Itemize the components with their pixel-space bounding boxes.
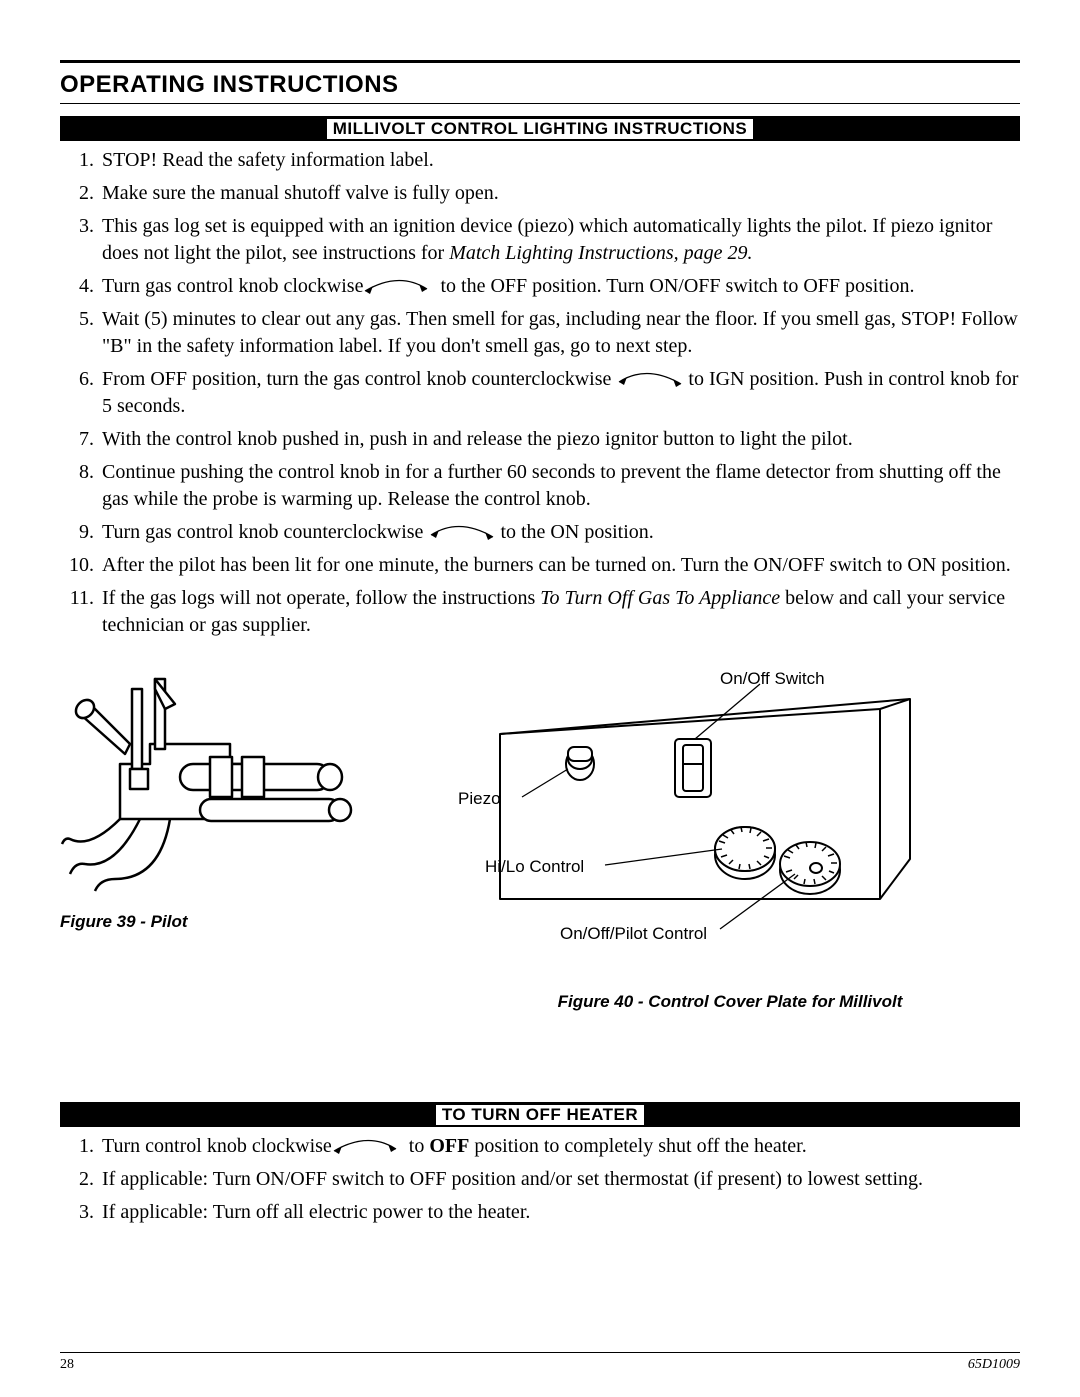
section-header-1-label: MILLIVOLT CONTROL LIGHTING INSTRUCTIONS bbox=[327, 119, 754, 139]
off-instruction-2-text: If applicable: Turn ON/OFF switch to OFF… bbox=[102, 1168, 923, 1190]
figure-40: On/Off Switch Piezo Hi/Lo Control On/Off… bbox=[440, 669, 1020, 1012]
instruction-6-text-a: From OFF position, turn the gas control … bbox=[102, 368, 611, 390]
instruction-5-text: Wait (5) minutes to clear out any gas. T… bbox=[102, 308, 1018, 357]
section-header-1: MILLIVOLT CONTROL LIGHTING INSTRUCTIONS bbox=[60, 116, 1020, 141]
pilot-diagram-icon bbox=[60, 669, 360, 899]
instruction-10-text: After the pilot has been lit for one min… bbox=[102, 554, 1011, 576]
instruction-2: Make sure the manual shutoff valve is fu… bbox=[60, 180, 1020, 207]
rule-top bbox=[60, 60, 1020, 63]
instruction-9-text-a: Turn gas control knob counterclockwise bbox=[102, 521, 423, 543]
off-instruction-3-text: If applicable: Turn off all electric pow… bbox=[102, 1201, 530, 1223]
control-plate-diagram-icon bbox=[440, 669, 960, 959]
section-header-2-label: TO TURN OFF HEATER bbox=[436, 1105, 644, 1125]
off-instruction-1-text-a: Turn control knob clockwise bbox=[102, 1135, 332, 1157]
section-header-2: TO TURN OFF HEATER bbox=[60, 1102, 1020, 1127]
rule-under-title bbox=[60, 103, 1020, 104]
instruction-7-text: With the control knob pushed in, push in… bbox=[102, 428, 853, 450]
off-instruction-3: If applicable: Turn off all electric pow… bbox=[60, 1199, 1020, 1226]
instruction-5: Wait (5) minutes to clear out any gas. T… bbox=[60, 306, 1020, 360]
clockwise-arrow-icon bbox=[332, 1136, 404, 1154]
instruction-9: Turn gas control knob counterclockwise t… bbox=[60, 519, 1020, 546]
instruction-2-text: Make sure the manual shutoff valve is fu… bbox=[102, 182, 499, 204]
instruction-10: After the pilot has been lit for one min… bbox=[60, 552, 1020, 579]
figure-40-caption: Figure 40 - Control Cover Plate for Mill… bbox=[440, 992, 1020, 1012]
instruction-8: Continue pushing the control knob in for… bbox=[60, 459, 1020, 513]
instruction-1: STOP! Read the safety information label. bbox=[60, 147, 1020, 174]
instruction-11: If the gas logs will not operate, follow… bbox=[60, 585, 1020, 639]
document-id: 65D1009 bbox=[968, 1357, 1020, 1373]
clockwise-arrow-icon bbox=[363, 276, 435, 294]
instruction-4-text-a: Turn gas control knob clockwise bbox=[102, 275, 363, 297]
instruction-3-text-b: Match Lighting Instructions, page 29. bbox=[449, 242, 752, 264]
instruction-6: From OFF position, turn the gas control … bbox=[60, 366, 1020, 420]
instructions-list-2: Turn control knob clockwise to OFF posit… bbox=[60, 1133, 1020, 1226]
figure-39: Figure 39 - Pilot bbox=[60, 669, 420, 1012]
page-footer: 28 65D1009 bbox=[60, 1352, 1020, 1373]
instruction-4-text-b: to the OFF position. Turn ON/OFF switch … bbox=[435, 275, 914, 297]
off-instruction-1: Turn control knob clockwise to OFF posit… bbox=[60, 1133, 1020, 1160]
figure-39-caption: Figure 39 - Pilot bbox=[60, 912, 420, 932]
instruction-3: This gas log set is equipped with an ign… bbox=[60, 213, 1020, 267]
instruction-9-text-b: to the ON position. bbox=[495, 521, 653, 543]
instruction-8-text: Continue pushing the control knob in for… bbox=[102, 461, 1001, 510]
instruction-11-text-a: If the gas logs will not operate, follow… bbox=[102, 587, 540, 609]
label-hilo: Hi/Lo Control bbox=[485, 857, 584, 877]
section-2: TO TURN OFF HEATER Turn control knob clo… bbox=[60, 1102, 1020, 1226]
counterclockwise-arrow-icon bbox=[423, 522, 495, 540]
label-piezo: Piezo bbox=[458, 789, 501, 809]
instruction-7: With the control knob pushed in, push in… bbox=[60, 426, 1020, 453]
off-instruction-2: If applicable: Turn ON/OFF switch to OFF… bbox=[60, 1166, 1020, 1193]
instruction-11-text-b: To Turn Off Gas To Appliance bbox=[540, 587, 780, 609]
off-instruction-1-text-c: OFF bbox=[429, 1135, 469, 1157]
label-onoffpilot: On/Off/Pilot Control bbox=[560, 924, 707, 944]
off-instruction-1-text-b: to bbox=[404, 1135, 430, 1157]
instruction-4: Turn gas control knob clockwise to the O… bbox=[60, 273, 1020, 300]
off-instruction-1-text-d: position to completely shut off the heat… bbox=[469, 1135, 806, 1157]
label-onoff-switch: On/Off Switch bbox=[720, 669, 825, 689]
page-number: 28 bbox=[60, 1357, 74, 1373]
instruction-1-text: STOP! Read the safety information label. bbox=[102, 149, 434, 171]
counterclockwise-arrow-icon bbox=[611, 369, 683, 387]
figures-row: Figure 39 - Pilot On/Off Switch Piezo Hi… bbox=[60, 669, 1020, 1012]
page-title: OPERATING INSTRUCTIONS bbox=[60, 71, 1020, 99]
instructions-list-1: STOP! Read the safety information label.… bbox=[60, 147, 1020, 639]
